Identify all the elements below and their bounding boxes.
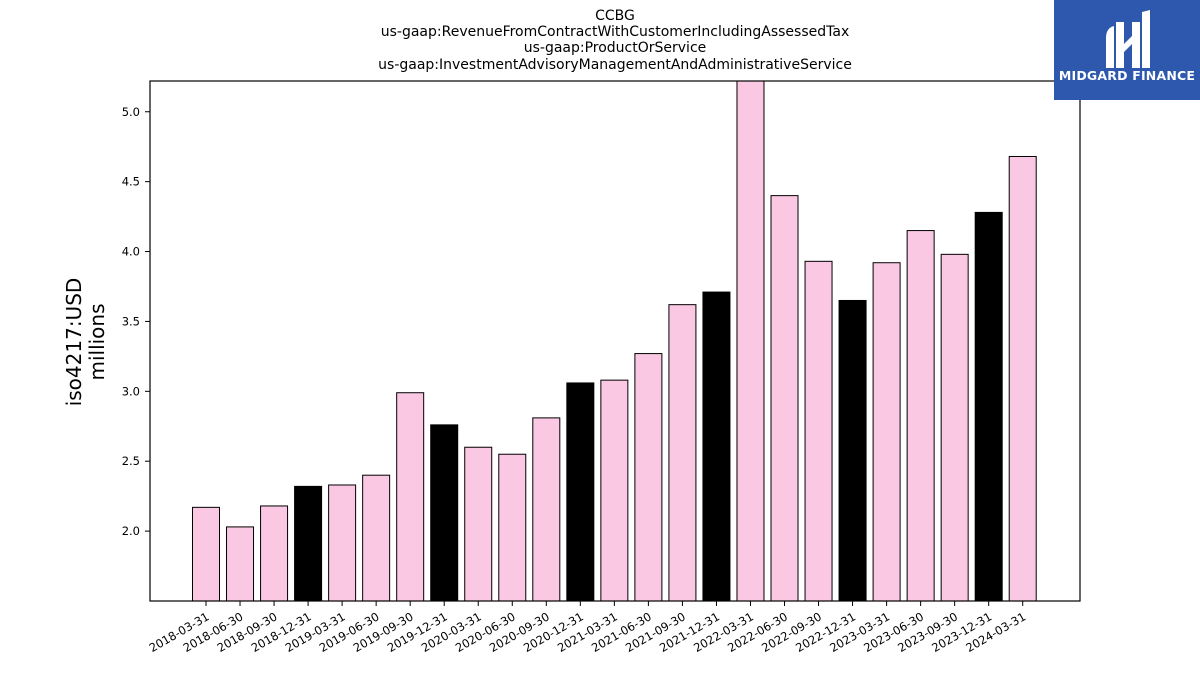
bar-2022-06-30 [770, 195, 799, 601]
bar-2018-12-31 [294, 485, 323, 601]
bar-2020-03-31 [464, 446, 493, 601]
bar-2023-03-31 [872, 262, 901, 601]
bar-2021-09-30 [668, 304, 697, 601]
chart-title-line-1: CCBG [595, 8, 635, 24]
bar-2018-03-31 [192, 506, 220, 601]
bar-2023-12-31 [974, 211, 1003, 601]
y-tick-label-4.5: 4.5 [122, 175, 140, 189]
bar-2018-09-30 [260, 505, 289, 601]
bar-2023-06-30 [906, 230, 935, 601]
bar-2019-03-31 [328, 484, 357, 601]
bar-2021-03-31 [600, 379, 629, 601]
bar-2021-06-30 [634, 353, 663, 601]
bar-2022-09-30 [804, 260, 833, 601]
bar-2021-12-31 [702, 291, 731, 601]
bar-2020-12-31 [566, 382, 595, 601]
bar-2020-09-30 [532, 417, 561, 601]
bar-2024-03-31 [1008, 155, 1037, 601]
y-tick-label-3.0: 3.0 [122, 384, 140, 398]
chart-title-line-2: us-gaap:RevenueFromContractWithCustomerI… [380, 24, 850, 40]
bar-2019-12-31 [430, 424, 459, 601]
logo-text: MIDGARD FINANCE [1058, 68, 1196, 83]
bar-2019-06-30 [362, 474, 391, 601]
chart-title-line-4: us-gaap:InvestmentAdvisoryManagementAndA… [378, 57, 852, 73]
y-axis-label-line-2: millions [85, 303, 109, 381]
y-tick-label-2.0: 2.0 [122, 524, 140, 538]
bars-group [192, 81, 1037, 601]
bar-2022-12-31 [838, 299, 867, 601]
bar-2019-09-30 [396, 392, 425, 601]
bar-2023-09-30 [940, 253, 969, 601]
brand-logo: MIDGARD FINANCE [1054, 0, 1200, 100]
bar-2018-06-30 [226, 526, 255, 601]
chart-title-line-3: us-gaap:ProductOrService [523, 40, 707, 56]
y-tick-label-3.5: 3.5 [122, 314, 140, 328]
y-tick-label-5.0: 5.0 [122, 105, 140, 119]
bar-2022-03-31 [736, 81, 765, 601]
plot-frame [149, 80, 1081, 602]
y-tick-label-2.5: 2.5 [122, 454, 140, 468]
logo-mark-icon [1106, 10, 1150, 68]
bar-2020-06-30 [498, 453, 527, 601]
y-tick-label-4.0: 4.0 [122, 245, 140, 259]
y-axis-label-line-1: iso4217:USD [62, 277, 86, 407]
